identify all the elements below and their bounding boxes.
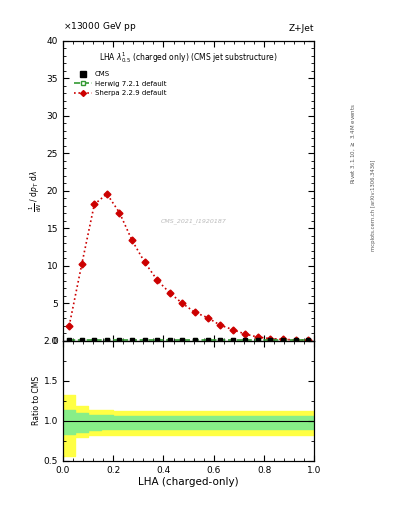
Y-axis label: $\frac{1}{\mathrm{d}N}$ / $\mathrm{d}p_{T}$ $\mathrm{d}\lambda$: $\frac{1}{\mathrm{d}N}$ / $\mathrm{d}p_{… [28,170,44,212]
Text: CMS_2021_I1920187: CMS_2021_I1920187 [161,218,227,224]
Text: LHA $\lambda^{1}_{0.5}$ (charged only) (CMS jet substructure): LHA $\lambda^{1}_{0.5}$ (charged only) (… [99,50,278,65]
Text: Rivet 3.1.10, $\geq$ 3.4M events: Rivet 3.1.10, $\geq$ 3.4M events [350,103,357,184]
Y-axis label: Ratio to CMS: Ratio to CMS [32,376,41,425]
Text: mcplots.cern.ch [arXiv:1306.3436]: mcplots.cern.ch [arXiv:1306.3436] [371,159,376,250]
Text: Z+Jet: Z+Jet [289,24,314,33]
Legend: CMS, Herwig 7.2.1 default, Sherpa 2.2.9 default: CMS, Herwig 7.2.1 default, Sherpa 2.2.9 … [72,69,169,99]
X-axis label: LHA (charged-only): LHA (charged-only) [138,477,239,487]
Text: $\times$13000 GeV pp: $\times$13000 GeV pp [63,20,136,33]
